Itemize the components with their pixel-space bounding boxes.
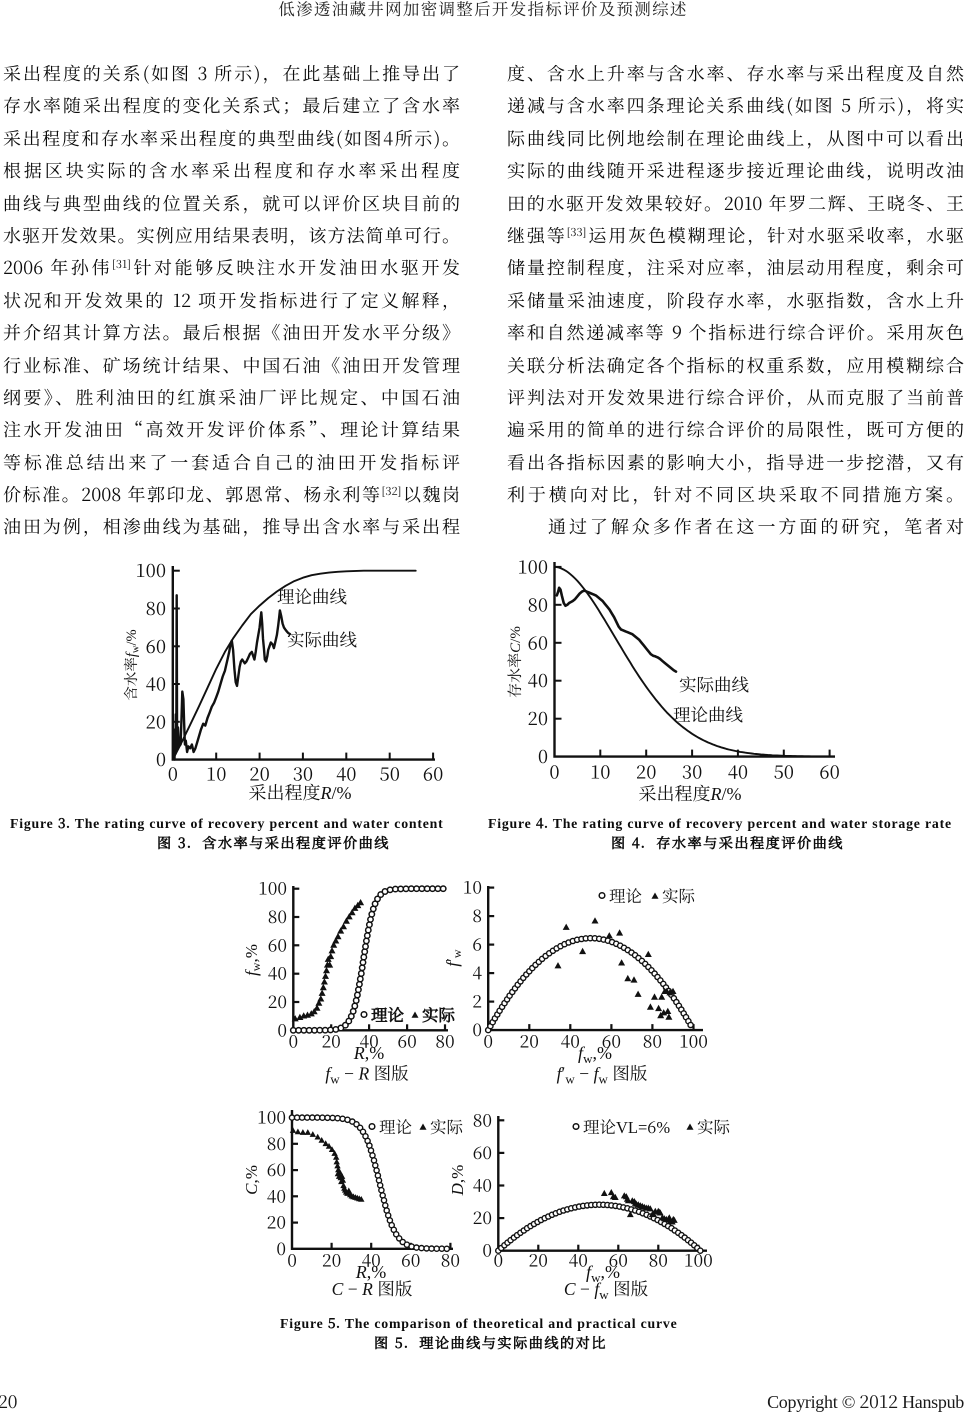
svg-text:10: 10 xyxy=(463,878,482,900)
svg-text:理论: 理论 xyxy=(609,883,642,907)
svg-text:40: 40 xyxy=(728,759,748,785)
svg-text:4: 4 xyxy=(472,960,482,985)
svg-text:理论曲线: 理论曲线 xyxy=(673,702,743,727)
svg-text:20: 20 xyxy=(520,1029,539,1054)
svg-text:0: 0 xyxy=(288,1029,298,1054)
svg-text:20: 20 xyxy=(267,1210,286,1235)
svg-text:实际: 实际 xyxy=(430,1114,463,1138)
svg-text:fw,%: fw,% xyxy=(245,944,264,976)
svg-text:0: 0 xyxy=(472,1017,482,1042)
svg-text:理论: 理论 xyxy=(371,1002,405,1026)
svg-text:40: 40 xyxy=(359,1029,378,1054)
svg-text:60: 60 xyxy=(397,1029,416,1054)
svg-text:80: 80 xyxy=(435,1029,454,1054)
svg-text:0: 0 xyxy=(538,743,548,769)
svg-text:含水率fw/%: 含水率fw/% xyxy=(120,629,143,700)
svg-text:f′w: f′w xyxy=(438,949,465,966)
svg-text:80: 80 xyxy=(649,1248,668,1273)
svg-text:20: 20 xyxy=(249,761,269,787)
svg-text:60: 60 xyxy=(602,1029,621,1054)
svg-text:0: 0 xyxy=(277,1017,287,1042)
svg-text:100: 100 xyxy=(257,1105,286,1130)
svg-text:30: 30 xyxy=(682,759,702,785)
svg-text:C,%: C,% xyxy=(245,1165,262,1195)
svg-text:采出程度R/%: 采出程度R/% xyxy=(639,780,742,806)
svg-text:60: 60 xyxy=(146,633,166,659)
svg-text:0: 0 xyxy=(483,1029,493,1054)
svg-text:理论: 理论 xyxy=(379,1114,412,1138)
svg-text:0: 0 xyxy=(549,759,559,785)
svg-text:实际: 实际 xyxy=(662,883,695,907)
svg-text:20: 20 xyxy=(636,759,656,785)
svg-text:40: 40 xyxy=(336,761,356,787)
svg-text:20: 20 xyxy=(528,705,548,731)
svg-text:20: 20 xyxy=(146,708,166,734)
svg-text:实际曲线: 实际曲线 xyxy=(679,672,749,697)
svg-text:60: 60 xyxy=(473,1140,492,1165)
svg-text:60: 60 xyxy=(609,1248,628,1273)
svg-text:20: 20 xyxy=(268,989,287,1014)
svg-text:80: 80 xyxy=(146,595,166,621)
svg-text:20: 20 xyxy=(322,1248,341,1273)
svg-text:80: 80 xyxy=(473,1107,492,1132)
svg-text:0: 0 xyxy=(168,761,178,787)
svg-text:0: 0 xyxy=(156,746,166,772)
svg-text:60: 60 xyxy=(819,759,839,785)
svg-text:20: 20 xyxy=(529,1248,548,1273)
svg-text:60: 60 xyxy=(267,1157,286,1182)
svg-text:30: 30 xyxy=(293,761,313,787)
svg-text:理论曲线: 理论曲线 xyxy=(277,584,347,609)
svg-text:fw,%: fw,% xyxy=(578,1039,612,1067)
svg-text:50: 50 xyxy=(774,759,794,785)
svg-text:C − R 图版: C − R 图版 xyxy=(332,1276,413,1301)
svg-text:0: 0 xyxy=(276,1236,286,1261)
svg-text:40: 40 xyxy=(473,1173,492,1198)
svg-text:100: 100 xyxy=(135,557,166,583)
svg-text:40: 40 xyxy=(561,1029,580,1054)
svg-text:60: 60 xyxy=(268,932,287,957)
svg-text:0: 0 xyxy=(493,1248,503,1273)
svg-text:实际曲线: 实际曲线 xyxy=(287,627,357,652)
svg-text:100: 100 xyxy=(679,1029,708,1054)
svg-text:0: 0 xyxy=(482,1238,492,1263)
svg-text:60: 60 xyxy=(528,629,548,655)
svg-text:10: 10 xyxy=(206,761,226,787)
svg-text:80: 80 xyxy=(268,904,287,929)
svg-text:40: 40 xyxy=(267,1183,286,1208)
svg-text:8: 8 xyxy=(472,903,482,928)
svg-text:存水率C/%: 存水率C/% xyxy=(504,626,525,698)
svg-text:实际: 实际 xyxy=(697,1114,730,1138)
svg-text:80: 80 xyxy=(441,1248,460,1273)
svg-text:6: 6 xyxy=(472,932,482,957)
svg-text:实际: 实际 xyxy=(422,1002,456,1026)
svg-text:80: 80 xyxy=(267,1131,286,1156)
svg-text:fw,%: fw,% xyxy=(586,1258,620,1286)
svg-text:R,%: R,% xyxy=(355,1258,387,1284)
svg-text:100: 100 xyxy=(517,555,548,579)
svg-text:20: 20 xyxy=(322,1029,341,1054)
svg-text:采出程度R/%: 采出程度R/% xyxy=(249,779,352,805)
svg-text:60: 60 xyxy=(423,761,443,787)
svg-text:R,%: R,% xyxy=(353,1039,385,1065)
svg-text:40: 40 xyxy=(569,1248,588,1273)
svg-text:100: 100 xyxy=(258,878,287,901)
svg-text:40: 40 xyxy=(268,961,287,986)
svg-text:40: 40 xyxy=(362,1248,381,1273)
svg-text:2: 2 xyxy=(472,989,482,1014)
svg-text:fw − R 图版: fw − R 图版 xyxy=(325,1061,409,1088)
svg-text:10: 10 xyxy=(590,759,610,785)
svg-text:80: 80 xyxy=(528,591,548,617)
svg-text:0: 0 xyxy=(287,1248,297,1273)
svg-text:60: 60 xyxy=(401,1248,420,1273)
svg-text:80: 80 xyxy=(643,1029,662,1054)
svg-text:理论VL=6%: 理论VL=6% xyxy=(583,1114,670,1138)
svg-text:20: 20 xyxy=(473,1205,492,1230)
svg-text:40: 40 xyxy=(146,671,166,697)
svg-text:D,%: D,% xyxy=(443,1165,468,1197)
svg-text:50: 50 xyxy=(380,761,400,787)
svg-text:40: 40 xyxy=(528,667,548,693)
svg-text:f′w − fw 图版: f′w − fw 图版 xyxy=(557,1061,648,1088)
